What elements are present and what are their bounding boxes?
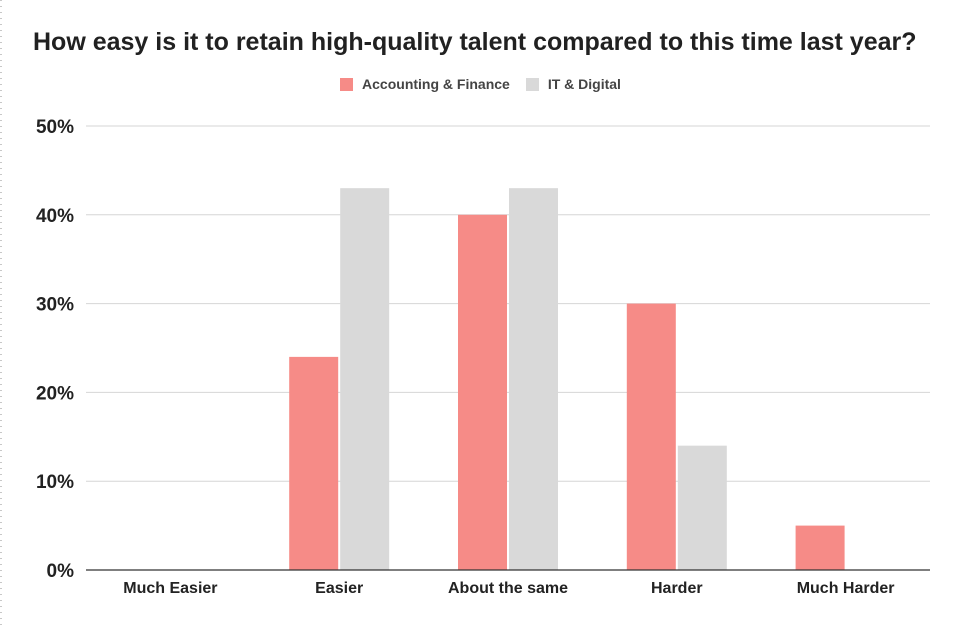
y-tick-label: 20% xyxy=(36,383,74,404)
bar-it-digital-easier xyxy=(340,188,390,570)
bar-accounting-finance-about-the-same xyxy=(458,214,507,571)
legend-label-accounting-finance: Accounting & Finance xyxy=(362,76,510,92)
y-tick-label: 30% xyxy=(36,295,74,316)
x-tick-label-about-the-same: About the same xyxy=(448,580,568,597)
legend-item-accounting-finance: Accounting & Finance xyxy=(340,76,510,92)
bar-it-digital-about-the-same xyxy=(509,188,558,570)
x-tick-label-much-harder: Much Harder xyxy=(797,580,895,597)
y-tick-label: 0% xyxy=(47,561,75,582)
bar-accounting-finance-easier xyxy=(289,356,339,570)
bar-it-digital-harder xyxy=(677,445,727,570)
chart-title: How easy is it to retain high-quality ta… xyxy=(33,28,917,56)
bar-accounting-finance-much-harder xyxy=(795,525,845,570)
legend-swatch-accounting-finance xyxy=(340,77,354,91)
x-tick-label-much-easier: Much Easier xyxy=(123,580,217,597)
y-tick-label: 40% xyxy=(36,206,74,227)
legend-swatch-it-digital xyxy=(525,77,539,91)
y-tick-label: 50% xyxy=(36,117,74,138)
bar-accounting-finance-harder xyxy=(626,303,676,570)
legend: Accounting & Finance IT & Digital xyxy=(0,76,961,92)
x-tick-label-easier: Easier xyxy=(315,580,363,597)
x-axis-labels: Much Easier Easier About the same Harder Muc… xyxy=(123,580,894,597)
gridlines xyxy=(86,125,930,482)
legend-label-it-digital: IT & Digital xyxy=(547,76,621,92)
bars xyxy=(289,188,845,571)
legend-item-it-digital: IT & Digital xyxy=(525,76,621,92)
x-tick-label-harder: Harder xyxy=(651,580,703,597)
y-axis-ticks: 0% 10% 20% 30% 40% 50% xyxy=(36,117,74,582)
left-edge-border xyxy=(0,0,2,628)
y-tick-label: 10% xyxy=(36,472,74,493)
